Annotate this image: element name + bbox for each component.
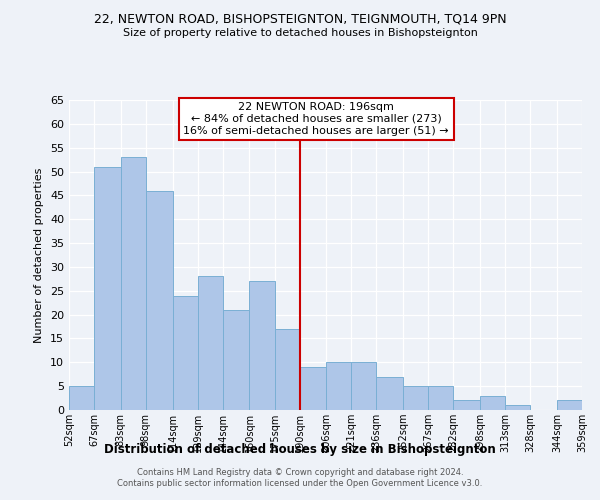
Bar bbox=[480, 396, 505, 410]
Bar bbox=[173, 296, 197, 410]
Bar bbox=[557, 400, 582, 410]
Text: 22, NEWTON ROAD, BISHOPSTEIGNTON, TEIGNMOUTH, TQ14 9PN: 22, NEWTON ROAD, BISHOPSTEIGNTON, TEIGNM… bbox=[94, 12, 506, 26]
Bar bbox=[275, 329, 299, 410]
Bar bbox=[250, 281, 275, 410]
Text: Distribution of detached houses by size in Bishopsteignton: Distribution of detached houses by size … bbox=[104, 442, 496, 456]
Bar bbox=[376, 376, 403, 410]
Y-axis label: Number of detached properties: Number of detached properties bbox=[34, 168, 44, 342]
Bar bbox=[428, 386, 454, 410]
Bar bbox=[403, 386, 428, 410]
Bar bbox=[121, 157, 146, 410]
Bar bbox=[94, 167, 121, 410]
Bar bbox=[505, 405, 530, 410]
Text: Size of property relative to detached houses in Bishopsteignton: Size of property relative to detached ho… bbox=[122, 28, 478, 38]
Bar bbox=[454, 400, 480, 410]
Bar bbox=[146, 190, 173, 410]
Bar bbox=[197, 276, 223, 410]
Bar bbox=[69, 386, 94, 410]
Bar bbox=[299, 367, 326, 410]
Bar bbox=[326, 362, 352, 410]
Text: Contains HM Land Registry data © Crown copyright and database right 2024.
Contai: Contains HM Land Registry data © Crown c… bbox=[118, 468, 482, 487]
Bar bbox=[223, 310, 250, 410]
Bar bbox=[352, 362, 376, 410]
Text: 22 NEWTON ROAD: 196sqm
← 84% of detached houses are smaller (273)
16% of semi-de: 22 NEWTON ROAD: 196sqm ← 84% of detached… bbox=[184, 102, 449, 136]
